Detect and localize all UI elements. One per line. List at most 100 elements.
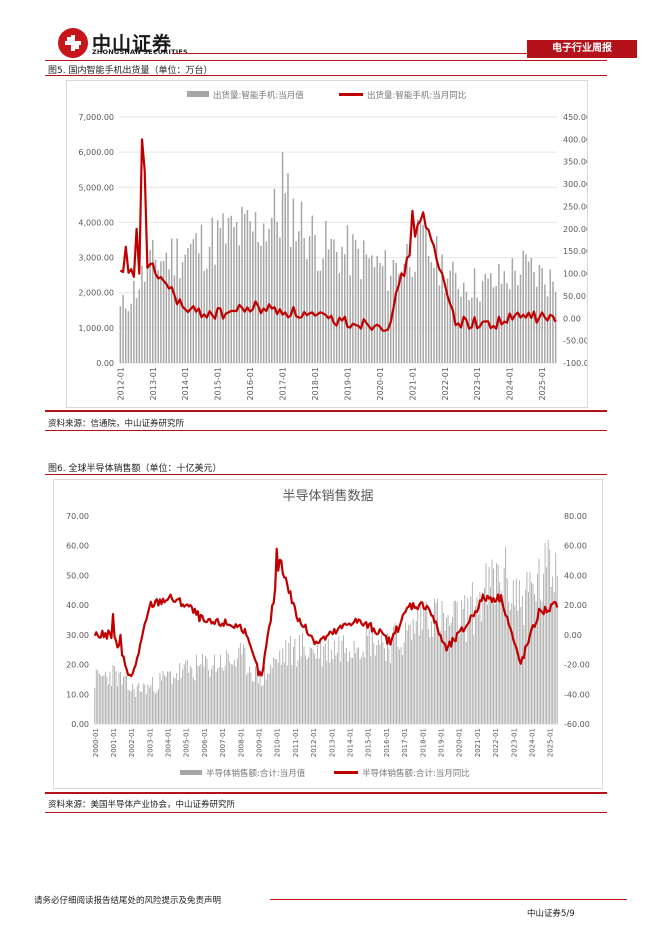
chart-bar <box>127 689 129 724</box>
chart-bar <box>346 225 349 363</box>
chart-bar <box>362 240 365 363</box>
chart-bar <box>424 610 426 724</box>
chart-bar <box>357 248 360 363</box>
chart-bar <box>256 664 258 724</box>
x-axis-tick-label: 2022-01 <box>441 367 450 400</box>
chart-bar <box>397 647 399 724</box>
chart-bar <box>282 648 284 724</box>
chart-bar <box>241 206 243 363</box>
chart-bar <box>241 654 243 724</box>
chart-bar <box>235 222 238 363</box>
chart-bar <box>264 666 266 724</box>
chart-bar <box>111 685 112 724</box>
chart-bar <box>367 635 369 724</box>
chart-bar <box>273 188 276 363</box>
chart-bar <box>446 278 449 363</box>
chart-bar <box>247 672 249 724</box>
chart-bar <box>417 610 419 724</box>
chart-bar <box>435 603 437 724</box>
chart-bar <box>98 673 100 724</box>
chart-bar <box>411 276 414 363</box>
chart-bar <box>216 220 219 363</box>
chart-bar <box>535 286 538 363</box>
chart-bar <box>415 620 417 724</box>
chart-bar <box>292 198 295 363</box>
chart-bar <box>409 624 411 724</box>
x-axis-tick-label: 2012-01 <box>310 728 318 757</box>
chart-bar <box>427 255 430 363</box>
x-axis-tick-label: 2016-01 <box>383 728 391 757</box>
right-axis-tick-label: 300.00 <box>563 180 587 189</box>
chart-bar <box>358 647 360 724</box>
chart-bar <box>462 282 465 363</box>
chart-bar <box>471 297 473 363</box>
x-axis-tick-label: 2008-01 <box>237 728 245 757</box>
right-axis-tick-label: -40.00 <box>564 690 590 699</box>
chart-bar <box>144 684 146 724</box>
fig6-caption: 图6. 全球半导体销售额（单位：十亿美元） <box>48 464 222 474</box>
chart-bar <box>260 245 262 363</box>
chart-bar <box>476 297 478 363</box>
chart-bar <box>354 239 357 363</box>
chart-bar <box>170 671 171 724</box>
chart-bar <box>150 685 152 724</box>
chart-bar <box>265 241 268 363</box>
chart-bar <box>152 239 154 363</box>
chart-bar <box>298 231 300 363</box>
chart-bar <box>123 676 124 724</box>
right-axis-tick-label: 0.00 <box>563 314 581 323</box>
chart-bar <box>194 680 196 724</box>
chart-bar <box>376 645 378 724</box>
chart-bar <box>344 254 346 363</box>
chart-bar <box>437 598 438 724</box>
chart-bar <box>312 649 314 724</box>
chart-bar <box>107 684 109 724</box>
chart-bar <box>250 672 252 724</box>
chart-bar <box>211 668 212 724</box>
chart-bar <box>173 275 176 363</box>
chart-bar <box>158 689 159 724</box>
chart-bar <box>185 661 187 724</box>
chart-bar <box>300 201 303 363</box>
fig6-legend-line-label: 半导体销售额:合计:当月同比 <box>362 768 470 779</box>
chart-bar <box>343 635 344 724</box>
chart-bar <box>202 654 203 724</box>
chart-bar <box>359 659 361 724</box>
right-axis-tick-label: 40.00 <box>564 571 587 580</box>
chart-bar <box>265 679 267 724</box>
x-axis-tick-label: 2022-01 <box>492 728 500 757</box>
chart-bar <box>473 634 475 724</box>
chart-bar <box>181 262 184 363</box>
chart-bar <box>508 601 510 724</box>
chart-bar <box>127 311 130 363</box>
chart-bar <box>347 661 349 724</box>
chart-bar <box>465 291 468 363</box>
chart-bar <box>179 663 181 724</box>
chart-bar <box>499 582 501 724</box>
chart-bar <box>156 691 158 724</box>
fig6-source: 资料来源：美国半导体产业协会，中山证券研究所 <box>48 800 236 810</box>
chart-bar <box>453 600 455 724</box>
chart-bar <box>191 667 193 724</box>
x-axis-tick-label: 2025-01 <box>538 367 547 400</box>
chart-bar <box>426 601 428 724</box>
chart-bar <box>349 275 351 363</box>
chart-bar <box>188 672 190 724</box>
chart-bar <box>519 274 522 363</box>
page-number: 中山证券5/9 <box>527 909 575 919</box>
x-axis-tick-label: 2024-01 <box>506 367 515 400</box>
chart-bar <box>458 636 460 724</box>
chart-bar <box>484 273 487 363</box>
chart-bar <box>192 677 194 724</box>
chart-bar <box>306 659 308 724</box>
chart-bar <box>440 631 441 724</box>
chart-bar <box>380 635 382 724</box>
chart-bar <box>435 236 438 363</box>
right-axis-tick-label: 150.00 <box>563 247 587 256</box>
chart-bar <box>267 673 269 724</box>
chart-bar <box>430 621 432 724</box>
chart-bar <box>479 301 481 363</box>
chart-bar <box>238 647 240 724</box>
chart-bar <box>425 228 427 363</box>
chart-bar <box>167 671 168 724</box>
